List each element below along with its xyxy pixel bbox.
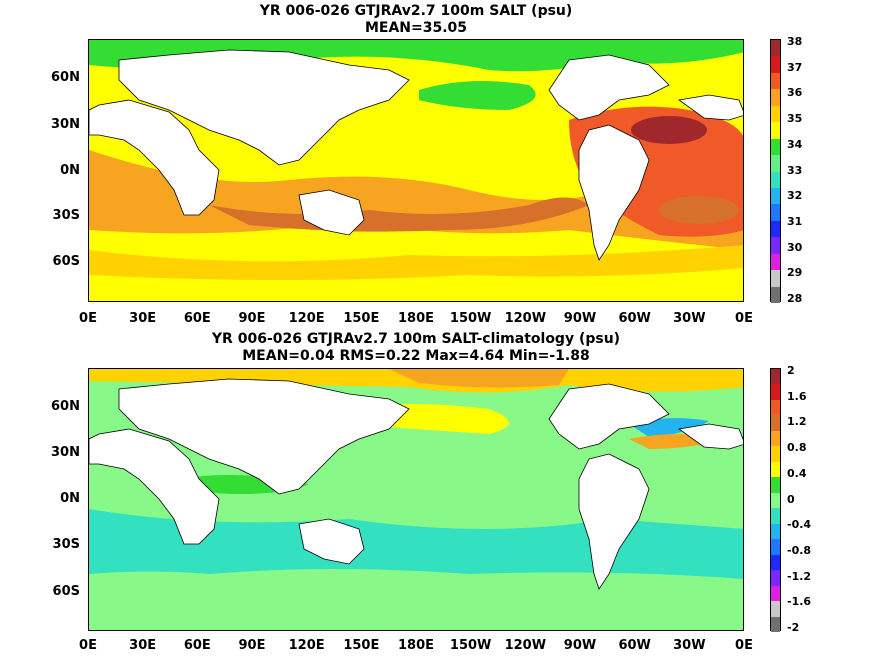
colorbar-swatch [771,477,780,493]
lon-label: 120E [288,638,325,653]
colorbar-label: 0.8 [787,441,807,455]
colorbar-swatch [771,56,780,73]
lon-label: 60W [618,638,651,653]
lon-label: 60E [183,638,211,653]
panel2-subtitle: MEAN=0.04 RMS=0.22 Max=4.64 Min=-1.88 [242,348,590,364]
colorbar-swatch [771,253,780,271]
lon-label: 120E [288,311,325,326]
panel1-lat-label: 60S [52,254,80,269]
panel2-lat-label: 0N [60,491,80,506]
colorbar-swatch [771,446,780,462]
lon-label: 150W [449,638,492,653]
colorbar-label: 0.4 [787,466,807,480]
colorbar-swatch [771,492,780,509]
colorbar-label: 32 [787,189,803,203]
panel1-lat-label: 60N [51,70,80,85]
colorbar-label: 35 [787,112,803,126]
colorbar-label: 29 [787,266,803,280]
colorbar-swatch [771,220,780,238]
panel1-lat-label: 0N [60,163,80,178]
colorbar-label: 38 [787,35,803,48]
lon-label: 0E [735,638,753,653]
colorbar-label: -0.8 [787,543,812,557]
colorbar-swatch [771,286,780,303]
colorbar-swatch [771,539,780,555]
lon-label: 30E [129,311,157,326]
lon-label: 150E [343,638,380,653]
colorbar-label: 37 [787,60,803,74]
colorbar-swatch [771,204,780,221]
colorbar-swatch [771,40,780,57]
colorbar-swatch [771,508,780,524]
colorbar-swatch [771,399,780,416]
colorbar-label: -1.2 [787,569,812,583]
colorbar-label: -2 [787,621,800,634]
lon-label: 0E [735,311,753,326]
lon-label: 60W [618,311,651,326]
lon-label: 90W [563,638,597,653]
colorbar-label: -0.4 [787,518,812,532]
colorbar-swatch [771,187,780,205]
colorbar-swatch [771,616,780,632]
colorbar-label: 33 [787,163,803,177]
panel2-title: YR 006-026 GTJRAv2.7 100m SALT-climatolo… [211,331,621,347]
colorbar-label: 36 [787,86,803,100]
colorbar-label: 30 [787,240,803,254]
colorbar-swatch [771,570,780,586]
colorbar-label: 0 [787,492,795,506]
panel1-colorbar [770,39,781,303]
colorbar-swatch [771,237,780,254]
colorbar-swatch [771,138,780,156]
colorbar-swatch [771,585,780,602]
lon-label: 30E [129,638,157,653]
colorbar-label: 34 [787,137,803,151]
panel1-lat-label: 30N [51,117,80,132]
panel2-lat-label: 60N [51,399,80,414]
colorbar-swatch [771,430,780,447]
colorbar-swatch [771,554,780,571]
lon-label: 180E [397,638,435,653]
lon-label: 0E [79,638,97,653]
colorbar-swatch [771,171,780,188]
colorbar-label: 1.6 [787,389,807,403]
colorbar-swatch [771,523,780,540]
lon-label: 30W [673,311,706,326]
colorbar-label: 1.2 [787,415,807,429]
lon-label: 90W [563,311,597,326]
lon-label: 30W [673,638,706,653]
lon-label: 150E [343,311,380,326]
colorbar-swatch [771,155,780,172]
panel2-colorbar [770,368,781,632]
lon-label: 0E [79,311,97,326]
panel2-lat-label: 30N [51,445,80,460]
lon-label: 150W [449,311,492,326]
colorbar-swatch [771,369,780,385]
colorbar-swatch [771,384,780,400]
colorbar-label: -1.6 [787,595,812,609]
colorbar-swatch [771,72,780,90]
panel1-map [88,39,744,302]
lon-label: 120W [504,638,547,653]
lon-label: 90E [238,638,266,653]
lon-label: 180E [397,311,435,326]
panel2-lat-label: 60S [52,584,80,599]
panel1-title: YR 006-026 GTJRAv2.7 100m SALT (psu) [259,3,573,19]
panel2-lat-label: 30S [52,537,80,552]
colorbar-label: 31 [787,214,803,228]
colorbar-swatch [771,270,780,287]
colorbar-swatch [771,105,780,123]
lon-label: 120W [504,311,547,326]
colorbar-swatch [771,89,780,106]
colorbar-label: 28 [787,292,803,305]
panel1-subtitle: MEAN=35.05 [364,20,468,36]
lon-label: 90E [238,311,266,326]
colorbar-label: 2 [787,364,795,377]
colorbar-swatch [771,461,780,478]
panel2-map [88,368,744,631]
colorbar-swatch [771,415,780,431]
lon-label: 60E [183,311,211,326]
panel1-lat-label: 30S [52,208,80,223]
colorbar-swatch [771,122,780,139]
colorbar-swatch [771,601,780,617]
